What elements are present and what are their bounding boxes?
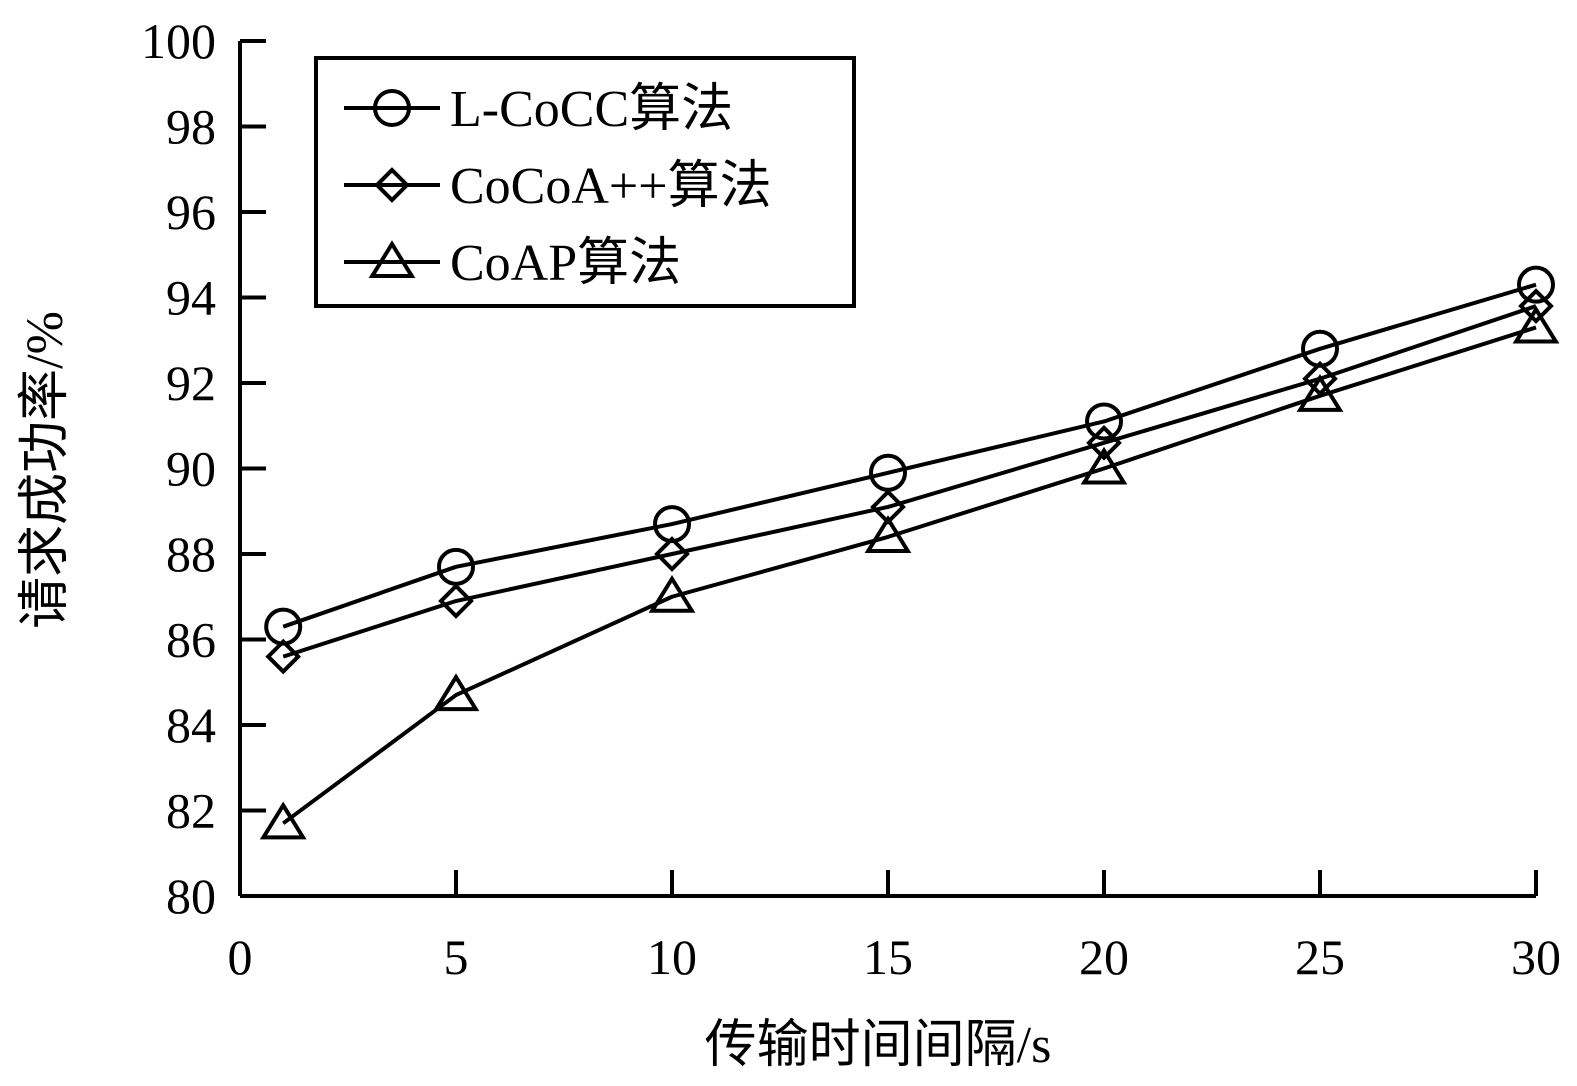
x-tick-label: 30 [1511,929,1561,985]
y-tick-label: 88 [166,526,216,582]
y-tick-label: 90 [166,441,216,497]
legend-marker-triangle [368,240,416,279]
data-point-triangle [864,515,912,553]
legend-item: CoCoA++算法 [344,158,772,215]
y-tick-label: 82 [166,783,216,839]
y-tick-label: 98 [166,99,216,155]
x-tick-label: 5 [444,929,469,985]
legend-marker-diamond [374,167,410,203]
y-tick-label: 94 [166,270,216,326]
legend-item: L-CoCC算法 [344,81,733,138]
data-point-circle [1517,265,1555,304]
x-tick-label: 10 [647,929,697,985]
data-point-circle [1085,402,1123,441]
data-point-diamond [265,638,302,675]
y-tick-label: 100 [141,13,216,69]
x-tick-label: 25 [1295,929,1345,985]
y-tick-label: 92 [166,355,216,411]
x-tick-label: 15 [863,929,913,985]
data-point-triangle [259,801,307,840]
data-point-triangle [648,574,696,613]
data-point-triangle [1296,374,1344,412]
legend: L-CoCC算法 CoCoA++算法 CoAP算法 [314,56,856,308]
legend-label: CoAP算法 [450,235,681,292]
legend-label: CoCoA++算法 [450,158,772,215]
y-tick-label: 84 [166,697,216,753]
x-axis-title: 传输时间间隔/s [705,1017,1052,1074]
data-point-diamond [654,536,690,572]
legend-item: CoAP算法 [344,235,681,292]
x-tick-label: 20 [1079,929,1129,985]
legend-marker-circle [373,89,411,127]
series-circle [264,265,1555,646]
data-point-triangle [432,673,480,712]
series-line [282,282,1537,629]
data-point-triangle [1080,446,1128,485]
y-axis-title: 请求成功率/% [17,311,74,629]
data-point-diamond [438,583,474,619]
y-tick-label: 96 [166,184,216,240]
y-tick-label: 80 [166,868,216,924]
data-point-diamond [1302,360,1338,397]
data-point-triangle [1512,305,1560,344]
axes: 80 82 84 86 88 90 92 94 96 98 100 0 5 10 15 20 25 30 [141,13,1561,985]
series-line [282,325,1537,825]
series-triangle [259,305,1560,840]
data-point-diamond [1518,288,1554,324]
x-tick-label: 0 [228,929,253,985]
series-layer [259,265,1560,840]
y-tick-label: 86 [166,612,216,668]
data-point-diamond [1086,425,1122,461]
legend-label: L-CoCC算法 [450,81,733,138]
